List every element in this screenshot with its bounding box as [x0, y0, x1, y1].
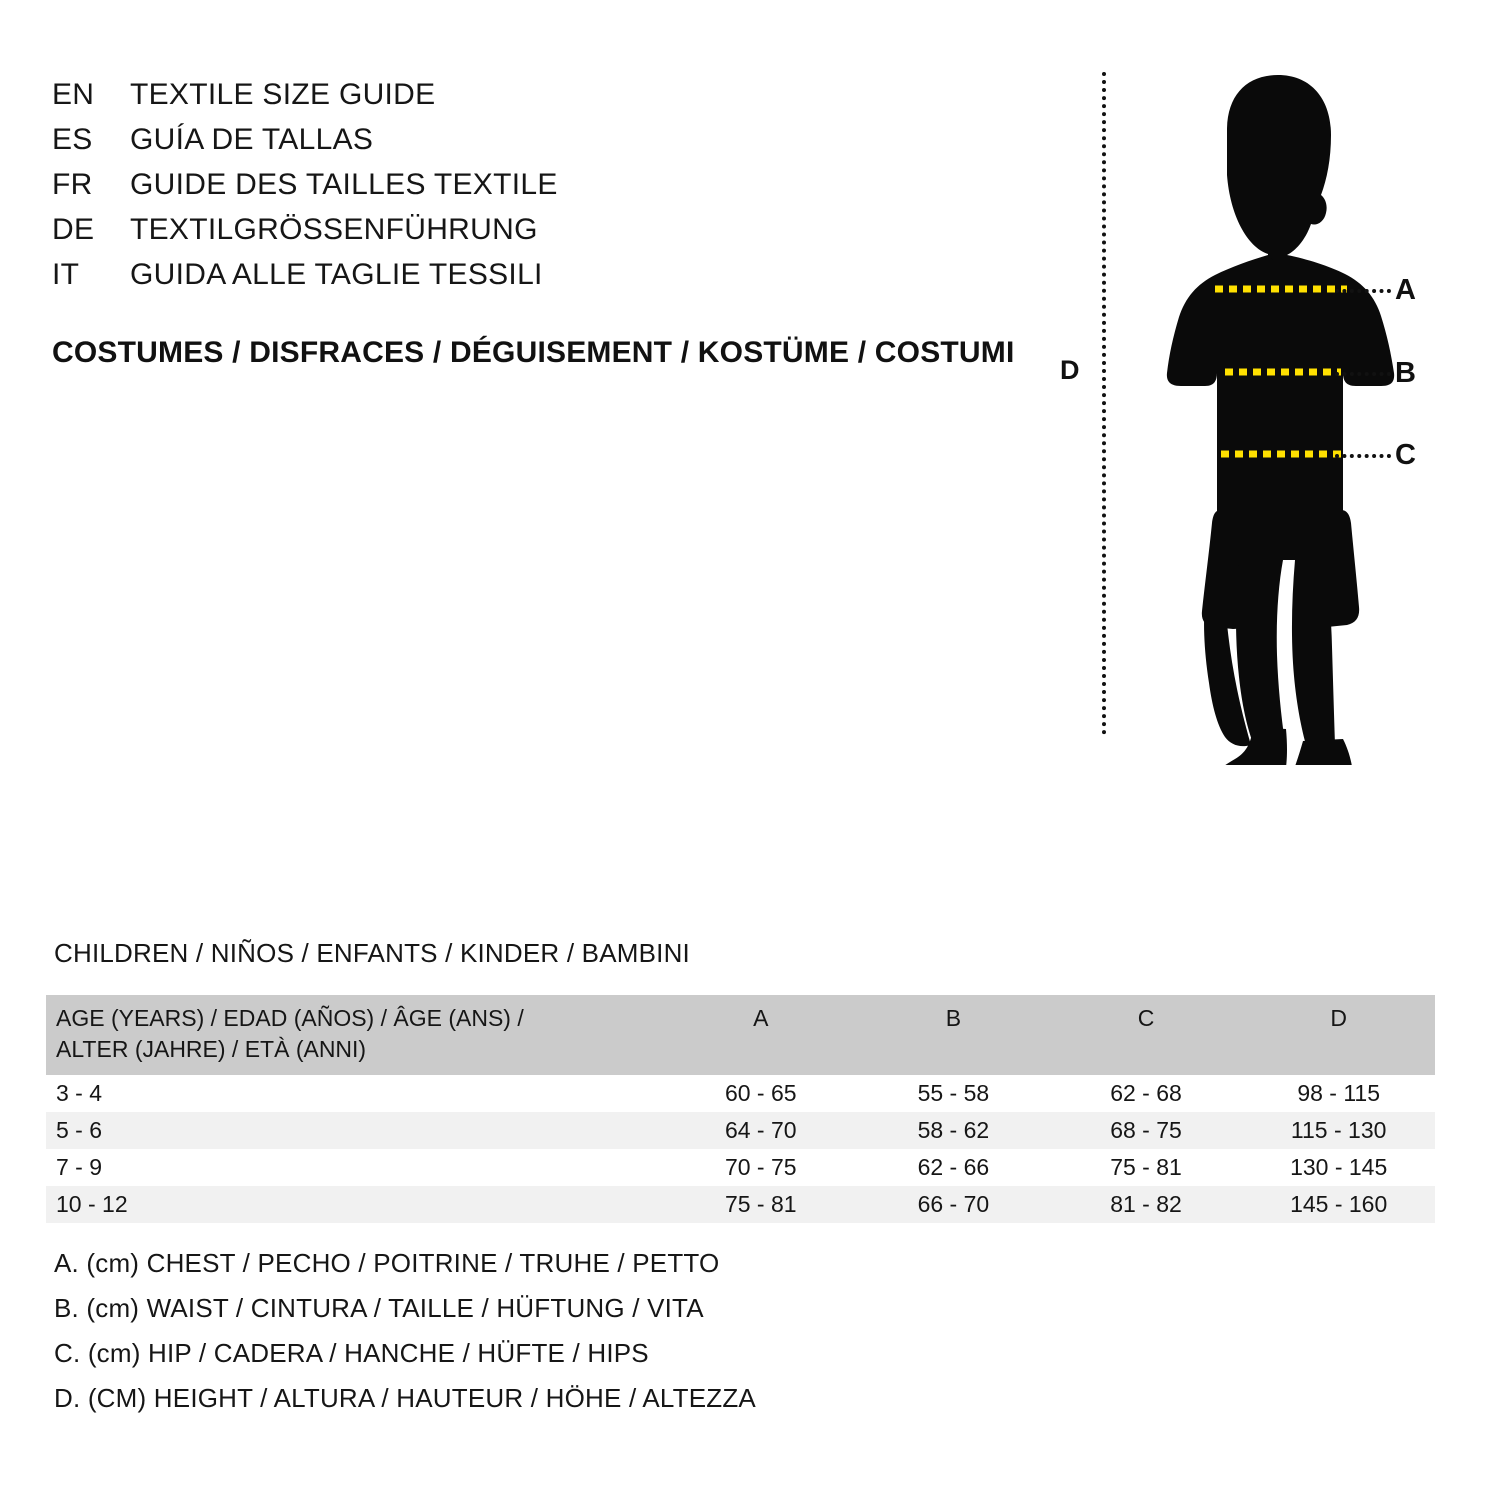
- language-row-es: ES GUÍA DE TALLAS: [52, 123, 558, 168]
- table-header-row: AGE (YEARS) / EDAD (AÑOS) / ÂGE (ANS) / …: [46, 995, 1435, 1075]
- table-row: 5 - 6 64 - 70 58 - 62 68 - 75 115 - 130: [46, 1112, 1435, 1149]
- cell-c: 62 - 68: [1110, 1080, 1182, 1106]
- cell-age: 3 - 4: [56, 1080, 103, 1106]
- table-row: 10 - 12 75 - 81 66 - 70 81 - 82 145 - 16…: [46, 1186, 1435, 1223]
- category-heading: COSTUMES / DISFRACES / DÉGUISEMENT / KOS…: [52, 336, 1015, 369]
- language-code-it: IT: [52, 258, 80, 291]
- leader-line-b: [1335, 372, 1391, 376]
- cell-c: 81 - 82: [1110, 1191, 1182, 1217]
- measure-label-c: C: [1395, 439, 1416, 471]
- size-table: AGE (YEARS) / EDAD (AÑOS) / ÂGE (ANS) / …: [46, 995, 1435, 1223]
- language-text-en: TEXTILE SIZE GUIDE: [130, 78, 436, 111]
- cell-a: 64 - 70: [724, 1117, 797, 1143]
- language-text-es: GUÍA DE TALLAS: [130, 123, 374, 156]
- column-header-b: B: [945, 1005, 962, 1031]
- table-row: 7 - 9 70 - 75 62 - 66 75 - 81 130 - 145: [46, 1149, 1435, 1186]
- table-row: 3 - 4 60 - 65 55 - 58 62 - 68 98 - 115: [46, 1075, 1435, 1112]
- table-section-title: CHILDREN / NIÑOS / ENFANTS / KINDER / BA…: [54, 938, 690, 968]
- language-text-it: GUIDA ALLE TAGLIE TESSILI: [130, 258, 543, 291]
- cell-b: 62 - 66: [917, 1154, 990, 1180]
- legend-item-b: B. (cm) WAIST / CINTURA / TAILLE / HÜFTU…: [54, 1293, 704, 1323]
- cell-d: 130 - 145: [1290, 1154, 1388, 1180]
- cell-a: 75 - 81: [724, 1191, 797, 1217]
- measurement-legend: A. (cm) CHEST / PECHO / POITRINE / TRUHE…: [54, 1248, 756, 1428]
- size-diagram: D A B C: [1040, 55, 1460, 765]
- language-code-de: DE: [52, 213, 95, 246]
- language-code-en: EN: [52, 78, 95, 111]
- cell-age: 5 - 6: [56, 1117, 103, 1143]
- language-row-de: DE TEXTILGRÖSSENFÜHRUNG: [52, 213, 558, 258]
- leader-line-a: [1335, 289, 1391, 293]
- cell-b: 66 - 70: [917, 1191, 990, 1217]
- column-header-age-line2: ALTER (JAHRE) / ETÀ (ANNI): [56, 1036, 367, 1062]
- legend-item-a: A. (cm) CHEST / PECHO / POITRINE / TRUHE…: [54, 1248, 720, 1278]
- measure-label-b: B: [1395, 357, 1416, 389]
- cell-d: 145 - 160: [1290, 1191, 1388, 1217]
- table-body: 3 - 4 60 - 65 55 - 58 62 - 68 98 - 115 5…: [46, 1075, 1435, 1223]
- legend-item-d: D. (CM) HEIGHT / ALTURA / HAUTEUR / HÖHE…: [54, 1383, 756, 1413]
- child-silhouette-icon: [1166, 75, 1395, 765]
- cell-age: 7 - 9: [56, 1154, 103, 1180]
- leader-line-c: [1335, 454, 1391, 458]
- column-header-c: C: [1137, 1005, 1155, 1031]
- legend-item-c: C. (cm) HIP / CADERA / HANCHE / HÜFTE / …: [54, 1338, 649, 1368]
- language-text-fr: GUIDE DES TAILLES TEXTILE: [130, 168, 558, 201]
- language-list: EN TEXTILE SIZE GUIDE ES GUÍA DE TALLAS …: [52, 78, 558, 303]
- cell-d: 115 - 130: [1290, 1117, 1387, 1143]
- language-row-en: EN TEXTILE SIZE GUIDE: [52, 78, 558, 123]
- column-header-d: D: [1330, 1005, 1347, 1031]
- column-header-age: AGE (YEARS) / EDAD (AÑOS) / ÂGE (ANS) / …: [46, 995, 664, 1075]
- column-header-age-line1: AGE (YEARS) / EDAD (AÑOS) / ÂGE (ANS) /: [56, 1005, 524, 1031]
- cell-a: 60 - 65: [724, 1080, 797, 1106]
- cell-age: 10 - 12: [56, 1191, 128, 1217]
- language-row-fr: FR GUIDE DES TAILLES TEXTILE: [52, 168, 558, 213]
- language-code-es: ES: [52, 123, 93, 156]
- height-reference-line: [1102, 72, 1106, 735]
- column-header-a: A: [753, 1005, 769, 1031]
- cell-c: 75 - 81: [1110, 1154, 1182, 1180]
- language-code-fr: FR: [52, 168, 93, 201]
- table-header: AGE (YEARS) / EDAD (AÑOS) / ÂGE (ANS) / …: [46, 995, 1435, 1075]
- measure-label-a: A: [1395, 274, 1416, 306]
- cell-a: 70 - 75: [724, 1154, 797, 1180]
- cell-c: 68 - 75: [1110, 1117, 1182, 1143]
- language-text-de: TEXTILGRÖSSENFÜHRUNG: [130, 213, 538, 246]
- cell-b: 55 - 58: [917, 1080, 990, 1106]
- cell-b: 58 - 62: [917, 1117, 990, 1143]
- language-row-it: IT GUIDA ALLE TAGLIE TESSILI: [52, 258, 558, 303]
- measure-label-d: D: [1060, 355, 1080, 385]
- cell-d: 98 - 115: [1297, 1080, 1381, 1106]
